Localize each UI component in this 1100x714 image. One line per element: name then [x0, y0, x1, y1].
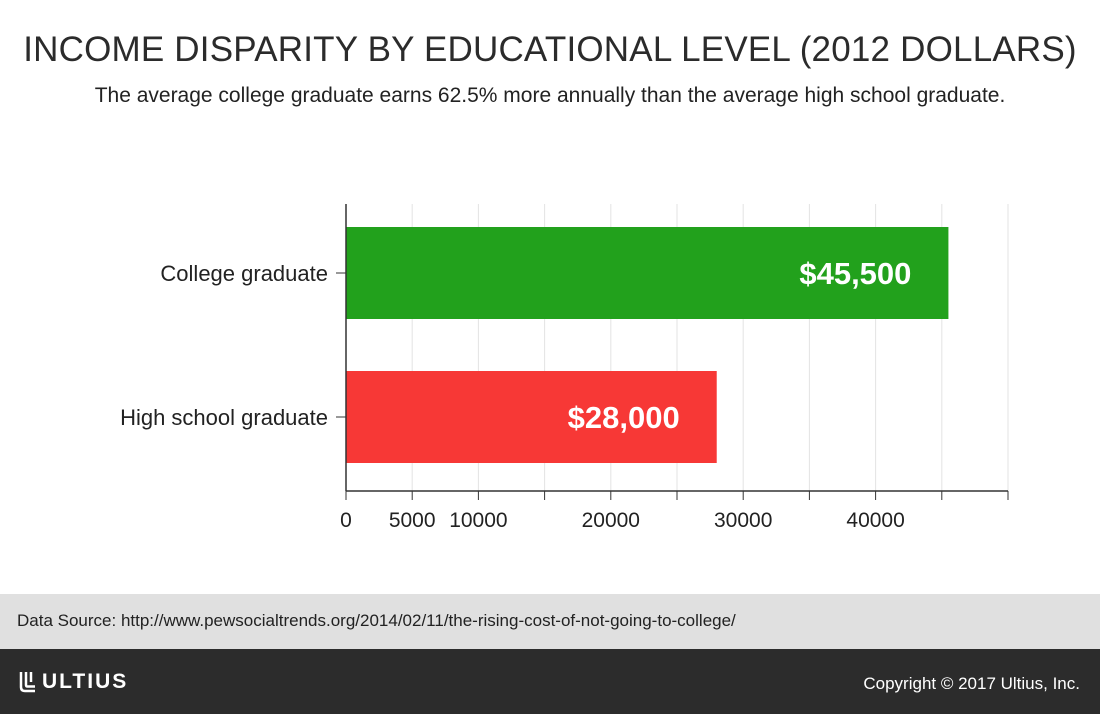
category-label: High school graduate	[120, 405, 328, 430]
source-bar: Data Source: http://www.pewsocialtrends.…	[0, 594, 1100, 649]
ultius-logo-icon	[19, 672, 35, 693]
chart-subtitle: The average college graduate earns 62.5%…	[94, 84, 1006, 107]
chart-title: INCOME DISPARITY BY EDUCATIONAL LEVEL (2…	[23, 30, 1077, 69]
x-tick-label: 10000	[449, 509, 507, 532]
x-tick-label: 30000	[714, 509, 772, 532]
x-tick-label: 5000	[389, 509, 436, 532]
bar	[346, 227, 949, 319]
data-source-text: Data Source: http://www.pewsocialtrends.…	[17, 611, 736, 630]
x-tick-label: 0	[340, 509, 352, 532]
footer: ULTIUS Copyright © 2017 Ultius, Inc.	[0, 649, 1100, 714]
x-tick-label: 20000	[582, 509, 640, 532]
x-tick-label: 40000	[846, 509, 904, 532]
logo-text: ULTIUS	[42, 670, 129, 693]
bar-value-label: $28,000	[568, 400, 680, 435]
copyright-text: Copyright © 2017 Ultius, Inc.	[863, 674, 1080, 693]
bar-chart: $45,500 College graduate $28,000 High schoo…	[120, 204, 1009, 532]
bar	[346, 371, 717, 463]
bar-value-label: $45,500	[799, 256, 911, 291]
category-label: College graduate	[160, 261, 328, 286]
